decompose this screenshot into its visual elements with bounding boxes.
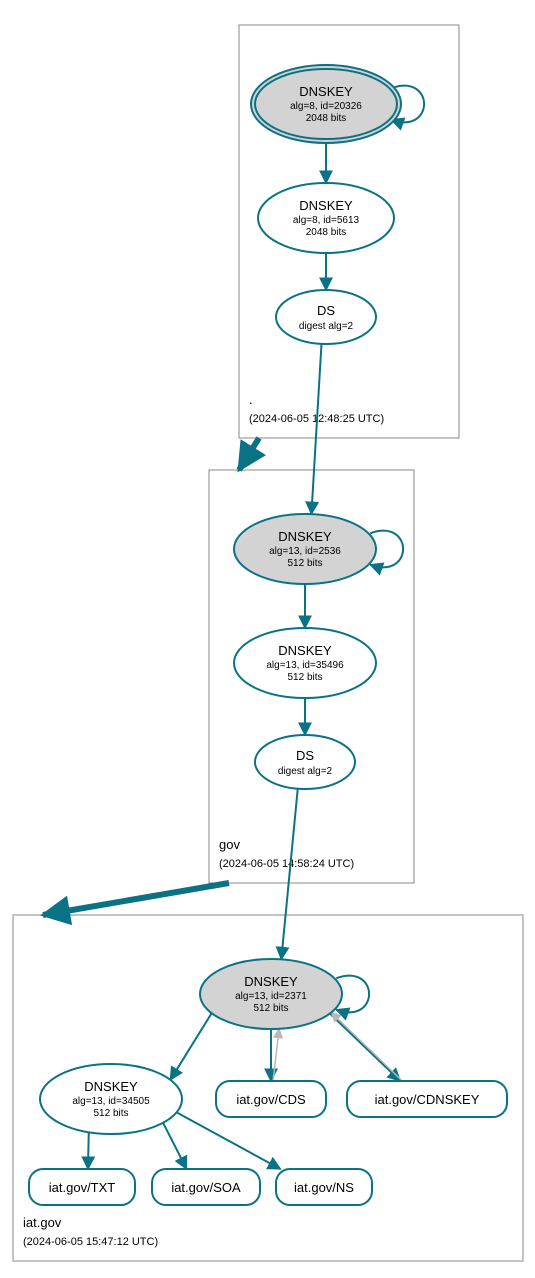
svg-text:DNSKEY: DNSKEY: [84, 1079, 138, 1094]
svg-text:iat.gov/SOA: iat.gov/SOA: [171, 1180, 241, 1195]
svg-text:2048 bits: 2048 bits: [306, 113, 347, 124]
node-root_ksk: DNSKEY alg=8, id=203262048 bits: [251, 65, 401, 143]
svg-text:alg=13, id=34505: alg=13, id=34505: [72, 1096, 150, 1107]
svg-text:alg=13, id=2536: alg=13, id=2536: [269, 546, 341, 557]
node-iat_cds: iat.gov/CDS: [216, 1081, 326, 1117]
svg-text:DNSKEY: DNSKEY: [278, 529, 332, 544]
node-gov_ds: DS digest alg=2: [255, 735, 355, 789]
node-iat_zsk: DNSKEY alg=13, id=34505512 bits: [40, 1064, 182, 1134]
zone-label: iat.gov: [23, 1215, 62, 1230]
zone-arrow: [43, 883, 229, 915]
svg-text:iat.gov/CDS: iat.gov/CDS: [236, 1092, 306, 1107]
node-iat_ns: iat.gov/NS: [276, 1169, 372, 1205]
svg-text:DS: DS: [296, 748, 314, 763]
svg-text:DS: DS: [317, 303, 335, 318]
svg-text:DNSKEY: DNSKEY: [244, 974, 298, 989]
svg-text:2048 bits: 2048 bits: [306, 227, 347, 238]
node-iat_ksk: DNSKEY alg=13, id=2371512 bits: [200, 959, 342, 1029]
zone-arrow: [239, 438, 259, 470]
svg-text:512 bits: 512 bits: [287, 558, 322, 569]
svg-text:DNSKEY: DNSKEY: [299, 84, 353, 99]
node-iat_cdnskey: iat.gov/CDNSKEY: [347, 1081, 507, 1117]
node-iat_txt: iat.gov/TXT: [29, 1169, 135, 1205]
svg-text:alg=13, id=35496: alg=13, id=35496: [266, 660, 344, 671]
node-iat_soa: iat.gov/SOA: [152, 1169, 260, 1205]
zone-timestamp: (2024-06-05 14:58:24 UTC): [219, 858, 354, 870]
svg-text:alg=13, id=2371: alg=13, id=2371: [235, 991, 307, 1002]
svg-text:512 bits: 512 bits: [287, 672, 322, 683]
node-gov_ksk: DNSKEY alg=13, id=2536512 bits: [234, 514, 376, 584]
zone-label: gov: [219, 837, 240, 852]
svg-text:alg=8, id=5613: alg=8, id=5613: [293, 215, 360, 226]
svg-text:512 bits: 512 bits: [253, 1003, 288, 1014]
zone-label: .: [249, 392, 253, 407]
svg-text:alg=8, id=20326: alg=8, id=20326: [290, 101, 362, 112]
svg-text:digest alg=2: digest alg=2: [278, 766, 333, 777]
node-gov_zsk: DNSKEY alg=13, id=35496512 bits: [234, 628, 376, 698]
svg-text:iat.gov/TXT: iat.gov/TXT: [49, 1180, 116, 1195]
svg-text:iat.gov/CDNSKEY: iat.gov/CDNSKEY: [375, 1092, 480, 1107]
svg-text:512 bits: 512 bits: [93, 1108, 128, 1119]
node-root_zsk: DNSKEY alg=8, id=56132048 bits: [258, 183, 394, 253]
svg-text:iat.gov/NS: iat.gov/NS: [294, 1180, 354, 1195]
svg-text:DNSKEY: DNSKEY: [299, 198, 353, 213]
zone-timestamp: (2024-06-05 15:47:12 UTC): [23, 1236, 158, 1248]
svg-text:DNSKEY: DNSKEY: [278, 643, 332, 658]
svg-text:digest alg=2: digest alg=2: [299, 321, 354, 332]
node-root_ds: DS digest alg=2: [276, 290, 376, 344]
dnssec-diagram: .(2024-06-05 12:48:25 UTC)gov(2024-06-05…: [0, 0, 535, 1278]
